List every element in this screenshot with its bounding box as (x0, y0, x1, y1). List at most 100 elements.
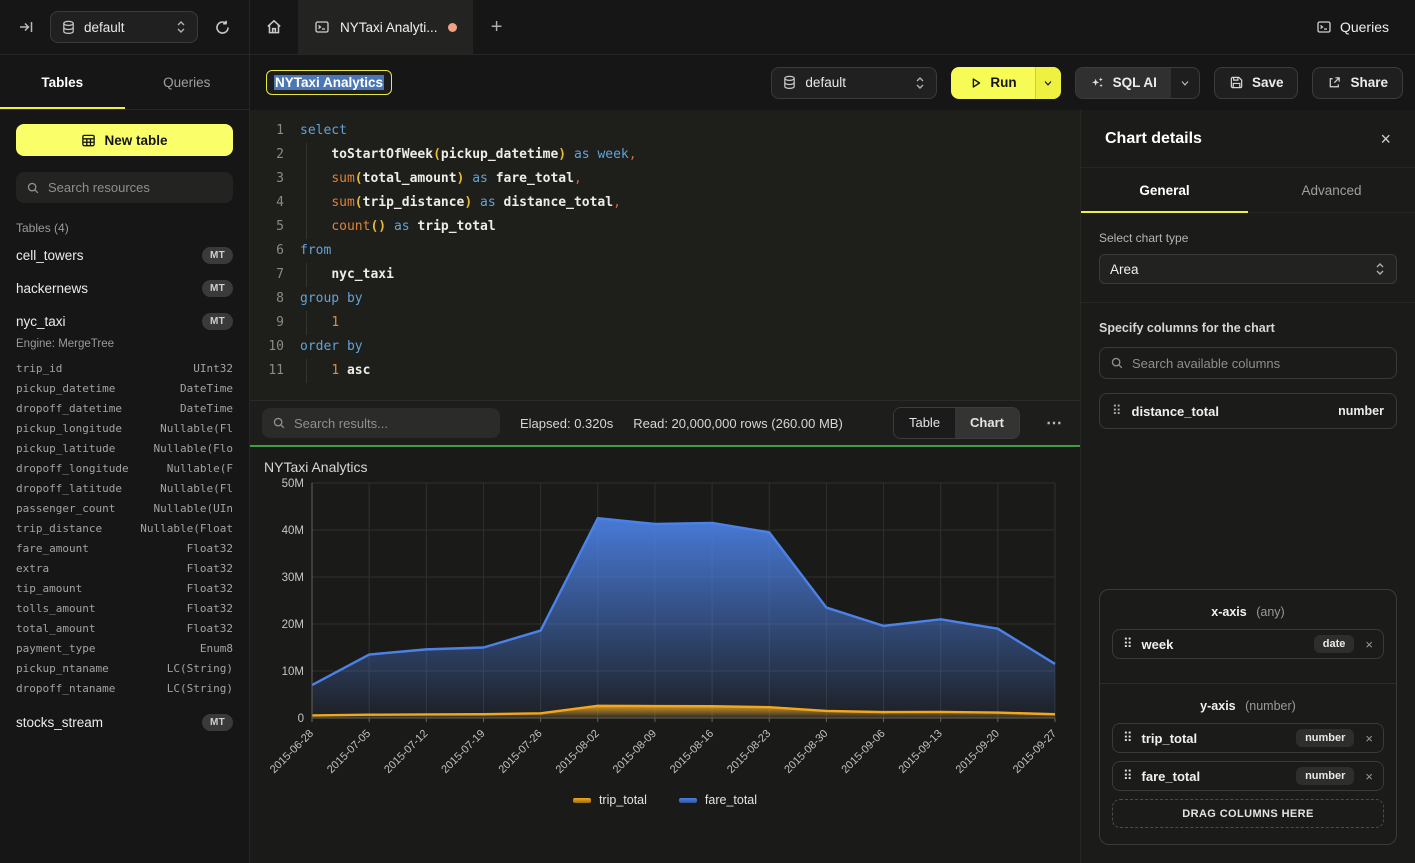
new-table-button[interactable]: New table (16, 124, 233, 156)
query-title-input[interactable]: NYTaxi Analytics (266, 70, 392, 95)
svg-text:2015-08-09: 2015-08-09 (611, 728, 659, 776)
legend-label: trip_total (599, 793, 647, 807)
collapse-sidebar-button[interactable] (14, 15, 38, 39)
axis-column-trip_total[interactable]: ⠿trip_totalnumber× (1112, 723, 1384, 753)
results-search-input[interactable] (294, 416, 490, 431)
run-database-selector[interactable]: default (771, 67, 937, 99)
panel-header: Chart details × (1081, 110, 1415, 168)
remove-column-button[interactable]: × (1363, 637, 1375, 652)
remove-column-button[interactable]: × (1363, 731, 1375, 746)
svg-text:2015-08-16: 2015-08-16 (668, 728, 716, 776)
sidebar-content: New table Tables (4) cell_towersMThacker… (0, 110, 249, 863)
sql-editor[interactable]: 1select2 toStartOfWeek(pickup_datetime) … (250, 110, 1080, 400)
svg-text:2015-09-27: 2015-09-27 (1011, 728, 1059, 776)
drag-columns-drop-zone[interactable]: DRAG COLUMNS HERE (1112, 799, 1384, 828)
view-switcher: TableChart (893, 407, 1020, 439)
chart-type-select[interactable]: Area (1099, 254, 1397, 284)
table-name: stocks_stream (16, 715, 103, 730)
code-text: from (300, 239, 331, 263)
column-name: dropoff_longitude (16, 462, 129, 475)
legend-item-fare_total[interactable]: fare_total (679, 793, 757, 807)
tab-nytaxi-analytics[interactable]: NYTaxi Analyti... (298, 0, 473, 54)
svg-text:2015-07-05: 2015-07-05 (325, 728, 373, 776)
column-row: dropoff_latitudeNullable(Fl (16, 478, 233, 498)
table-engine-badge: MT (202, 280, 233, 297)
column-name: trip_distance (16, 522, 102, 535)
svg-text:2015-06-28: 2015-06-28 (268, 728, 316, 776)
svg-text:2015-08-23: 2015-08-23 (725, 728, 773, 776)
new-table-label: New table (104, 133, 167, 148)
sidebar-tab-tables[interactable]: Tables (0, 55, 125, 109)
sidebar-search-input[interactable] (48, 180, 223, 195)
close-panel-button[interactable]: × (1380, 130, 1391, 148)
panel-tab-general[interactable]: General (1081, 168, 1248, 212)
sparkles-icon (1090, 75, 1105, 90)
panel-tab-advanced[interactable]: Advanced (1248, 168, 1415, 212)
legend-item-trip_total[interactable]: trip_total (573, 793, 647, 807)
table-row-cell_towers[interactable]: cell_towersMT (16, 239, 233, 272)
axis-chip-type-badge: date (1314, 635, 1355, 653)
sql-ai-button[interactable]: SQL AI (1075, 67, 1200, 99)
chart-type-label: Select chart type (1099, 231, 1397, 245)
available-column-distance_total[interactable]: ⠿distance_totalnumber (1099, 393, 1397, 429)
share-button[interactable]: Share (1312, 67, 1403, 99)
new-tab-button[interactable]: + (473, 0, 521, 54)
results-bar: Elapsed: 0.320s Read: 20,000,000 rows (2… (250, 400, 1080, 445)
code-line: 6from (250, 239, 1080, 263)
column-type: Nullable(Fl (160, 482, 233, 495)
column-name: trip_id (16, 362, 62, 375)
refresh-button[interactable] (210, 15, 235, 40)
chevron-updown-icon (914, 76, 926, 90)
code-text: sum(total_amount) as fare_total, (300, 167, 582, 191)
table-name: nyc_taxi (16, 314, 66, 329)
save-button[interactable]: Save (1214, 67, 1299, 99)
y-axis-header: y-axis (number) (1112, 699, 1384, 713)
column-type: Nullable(F (167, 462, 233, 475)
remove-column-button[interactable]: × (1363, 769, 1375, 784)
y-axis-chips: ⠿trip_totalnumber× ⠿fare_totalnumber× (1112, 723, 1384, 791)
sidebar-tab-queries[interactable]: Queries (125, 55, 250, 109)
column-name: payment_type (16, 642, 95, 655)
run-button[interactable]: Run (951, 67, 1060, 99)
line-number: 5 (262, 215, 284, 239)
run-database-value: default (805, 75, 906, 90)
column-row: passenger_countNullable(UIn (16, 498, 233, 518)
line-number: 8 (262, 287, 284, 311)
x-axis-constraint: (any) (1256, 605, 1284, 619)
chart-area: NYTaxi Analytics 010M20M30M40M50M2015-06… (250, 447, 1080, 863)
axis-chip-name: fare_total (1142, 769, 1201, 784)
play-icon (969, 76, 983, 90)
column-type: Float32 (187, 562, 233, 575)
run-options-toggle[interactable] (1035, 67, 1061, 99)
column-row: trip_distanceNullable(Float (16, 518, 233, 538)
line-number: 4 (262, 191, 284, 215)
line-number: 7 (262, 263, 284, 287)
run-button-main: Run (951, 67, 1034, 99)
axis-column-fare_total[interactable]: ⠿fare_totalnumber× (1112, 761, 1384, 791)
legend-marker-icon (679, 798, 697, 803)
more-options-button[interactable]: ⋯ (1040, 413, 1068, 433)
column-row: pickup_ntanameLC(String) (16, 658, 233, 678)
code-line: 10order by (250, 335, 1080, 359)
results-search[interactable] (262, 408, 500, 438)
columns-search-input[interactable] (1132, 356, 1386, 371)
home-button[interactable] (250, 0, 298, 54)
columns-search[interactable] (1099, 347, 1397, 379)
axes-config-box: x-axis (any) ⠿weekdate× y-axis (number) (1099, 589, 1397, 845)
table-row-stocks_stream[interactable]: stocks_streamMT (16, 706, 233, 739)
chart-details-panel: Chart details × General Advanced Select … (1080, 110, 1415, 863)
column-row: extraFloat32 (16, 558, 233, 578)
database-selector[interactable]: default (50, 11, 198, 43)
share-button-label: Share (1350, 75, 1388, 90)
code-text: count() as trip_total (300, 215, 496, 239)
table-row-hackernews[interactable]: hackernewsMT (16, 272, 233, 305)
table-row-nyc_taxi[interactable]: nyc_taxiMT (16, 305, 233, 338)
sql-ai-options-toggle[interactable] (1171, 68, 1199, 98)
view-tab-table[interactable]: Table (894, 408, 955, 438)
axis-column-week[interactable]: ⠿weekdate× (1112, 629, 1384, 659)
run-button-label: Run (990, 75, 1016, 90)
sidebar-search[interactable] (16, 172, 233, 203)
view-tab-chart[interactable]: Chart (955, 408, 1019, 438)
queries-button[interactable]: Queries (1316, 19, 1389, 35)
tab-strip: NYTaxi Analyti... + (250, 0, 1316, 54)
